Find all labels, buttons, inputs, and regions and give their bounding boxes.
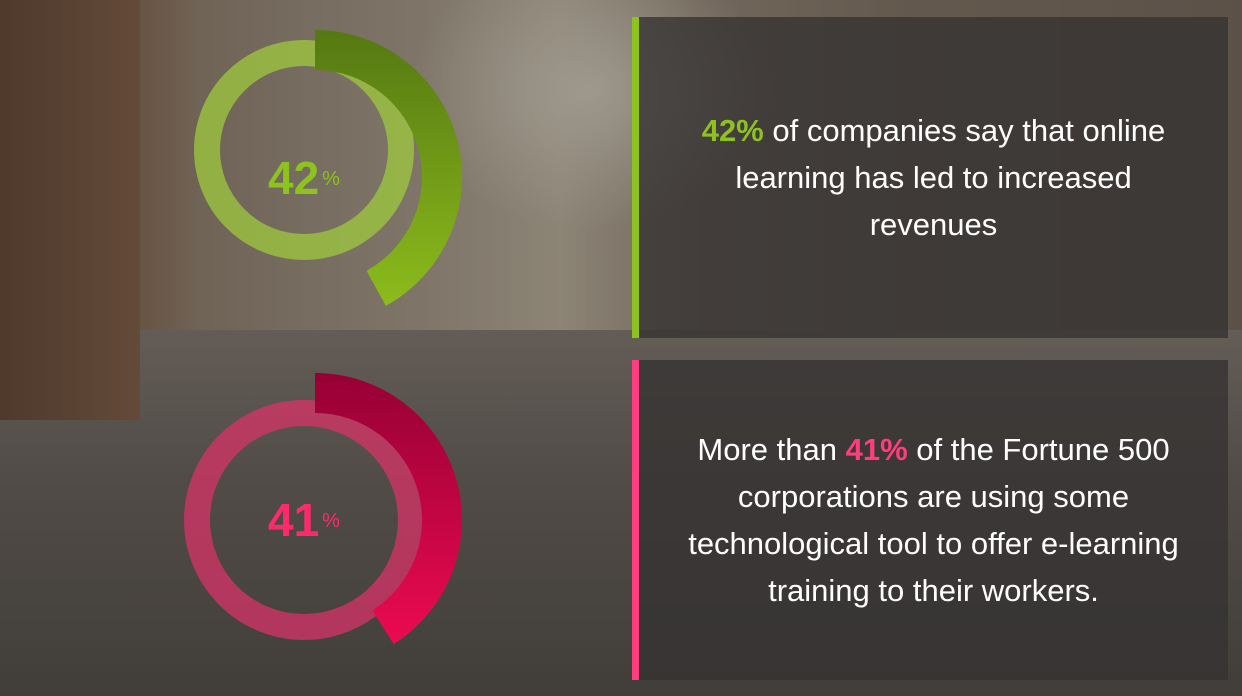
- donut-41-label: 41%: [268, 494, 340, 546]
- donut-42-track: [194, 40, 414, 260]
- stat-panel-fortune500: More than 41% of the Fortune 500 corpora…: [632, 360, 1228, 680]
- stat-panel-revenue: 42% of companies say that online learnin…: [632, 17, 1228, 338]
- stat-text: 42% of companies say that online learnin…: [701, 113, 1166, 242]
- accent-bar: [632, 17, 639, 338]
- donut-41-track: [184, 400, 424, 640]
- donut-41-arc: [315, 373, 462, 645]
- donut-42-label: 42%: [268, 152, 340, 204]
- accent-bar: [632, 360, 639, 680]
- donut-42-arc: [315, 30, 462, 306]
- brick-building: [0, 0, 140, 420]
- stat-text: More than 41% of the Fortune 500 corpora…: [688, 432, 1179, 608]
